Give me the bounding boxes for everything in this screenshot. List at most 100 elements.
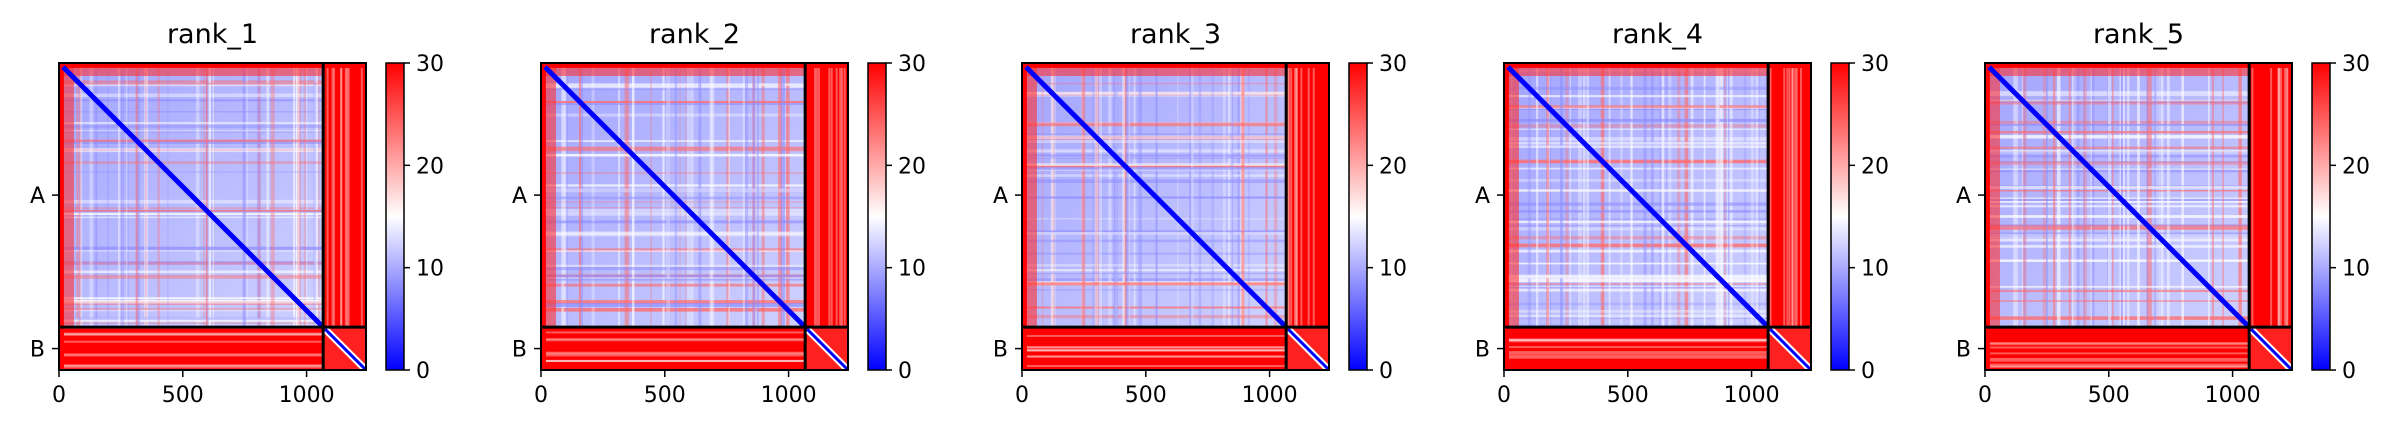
streak-v: [815, 67, 818, 328]
band-v: [2023, 67, 2026, 328]
band-v: [1724, 67, 1726, 328]
band-h: [545, 211, 806, 216]
band-v: [1703, 67, 1706, 328]
streak-v: [840, 67, 843, 328]
band-h: [63, 80, 324, 83]
y-tick-label: B: [1956, 338, 1971, 363]
band-v: [144, 67, 149, 328]
colorbar: 0 10 20 30: [1830, 52, 1889, 384]
band-v: [679, 67, 681, 328]
streak-v: [2278, 67, 2281, 328]
heatmap: [59, 63, 369, 373]
band-v: [685, 67, 687, 328]
streak-v: [2277, 67, 2280, 328]
band-h: [1508, 318, 1769, 320]
band-h: [545, 146, 806, 149]
band-h: [545, 184, 806, 187]
streak-h: [63, 353, 324, 356]
axes-frame: [1021, 62, 1330, 371]
band-h: [1026, 164, 1287, 168]
band-v: [1643, 67, 1647, 328]
colorbar-tick-label: 10: [2342, 257, 2370, 282]
band-h: [1508, 274, 1769, 279]
x-tick-label: 0: [534, 383, 548, 408]
band-h: [63, 270, 324, 274]
streak-h: [1989, 346, 2250, 349]
band-h: [1508, 118, 1769, 122]
band-v: [753, 67, 758, 328]
band-v: [295, 67, 298, 328]
axes-frame: [1503, 62, 1812, 371]
streak-v: [1295, 67, 1298, 328]
band-h: [1026, 135, 1287, 140]
band-h: [63, 318, 324, 322]
band-h: [545, 172, 806, 174]
streak-h: [1989, 365, 2250, 368]
streak-h: [1989, 359, 2250, 362]
band-h: [1989, 285, 2250, 288]
streak-v: [333, 67, 336, 328]
band-v: [698, 67, 701, 328]
band-h: [545, 300, 806, 303]
streak-h: [545, 351, 806, 354]
band-h: [1508, 225, 1769, 227]
band-h: [1508, 288, 1769, 292]
colorbar-tick-label: 10: [898, 257, 926, 282]
colorbar-tick-label: 30: [416, 52, 444, 77]
band-v: [1041, 67, 1044, 328]
diagonal-b: [1769, 328, 1813, 372]
band-v: [1600, 67, 1605, 328]
band-h: [1989, 124, 2250, 126]
band-v: [578, 67, 582, 328]
heatmap: [1985, 63, 2295, 373]
colorbar-tick-label: 20: [1379, 154, 1407, 179]
band-h: [63, 309, 324, 312]
band-v: [303, 67, 306, 328]
streak-h: [63, 364, 324, 367]
streak-h: [1026, 348, 1287, 351]
band-h: [1989, 146, 2250, 149]
band-h: [1508, 302, 1769, 306]
streak-v: [843, 67, 846, 328]
band-v: [135, 67, 138, 328]
band-v: [625, 67, 630, 328]
band-v: [2046, 67, 2048, 328]
band-h: [1508, 141, 1769, 145]
streak-v: [2270, 67, 2273, 328]
streak-v: [1794, 67, 1797, 328]
edge-stripe: [545, 67, 806, 76]
y-tick-label: A: [1956, 184, 1971, 209]
band-v: [1608, 67, 1611, 328]
band-h: [545, 220, 806, 223]
streak-v: [1786, 67, 1789, 328]
streak-v: [1800, 67, 1803, 328]
band-h: [63, 121, 324, 125]
edge-stripe: [1026, 67, 1037, 328]
band-h: [545, 87, 806, 91]
colorbar-tick-label: 10: [416, 257, 444, 282]
band-v: [1081, 67, 1086, 328]
streak-h: [63, 333, 324, 336]
band-h: [1508, 218, 1769, 220]
heatmap: [541, 63, 851, 373]
streak-v: [344, 67, 347, 328]
streak-v: [1769, 67, 1772, 328]
band-v: [1620, 67, 1623, 328]
band-h: [63, 84, 324, 87]
streak-h: [1989, 363, 2250, 366]
interchain-texture: [1026, 67, 1315, 367]
band-v: [145, 67, 147, 328]
streak-h: [545, 338, 806, 341]
band-v: [195, 67, 200, 328]
band-h: [63, 93, 324, 98]
band-h: [63, 209, 324, 212]
streak-v: [839, 67, 842, 328]
streak-v: [1287, 67, 1290, 328]
x-tick-label: 1000: [1724, 383, 1780, 408]
streak-v: [813, 67, 816, 328]
band-h: [63, 317, 324, 321]
band-h: [1989, 215, 2250, 218]
band-h: [1508, 161, 1769, 163]
band-v: [1094, 67, 1099, 328]
